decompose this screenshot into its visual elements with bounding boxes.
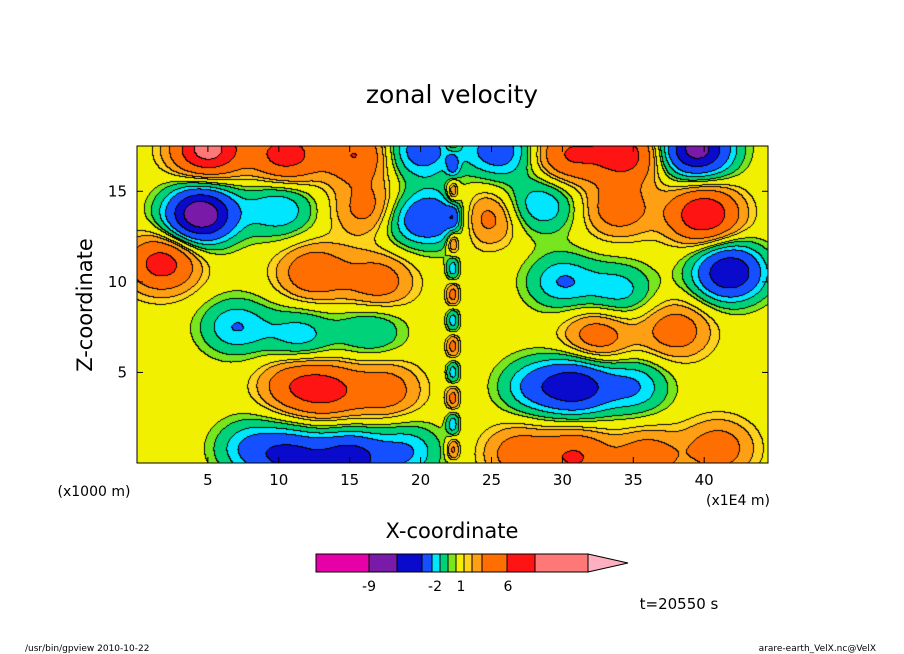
colorbar-tick-label: -9 bbox=[362, 579, 376, 595]
x-tick-label: 40 bbox=[695, 471, 714, 489]
file-label: arare-earth_VelX.nc@VelX bbox=[759, 644, 876, 654]
colorbar-tick-label: 6 bbox=[504, 579, 513, 595]
colorbar-segment bbox=[396, 553, 423, 573]
velocity-field bbox=[137, 146, 768, 463]
y-tick-label: 10 bbox=[108, 273, 127, 291]
y-tick-label: 5 bbox=[117, 363, 127, 381]
x-axis: 5 10 15 20 25 30 35 40 bbox=[203, 146, 714, 489]
x-tick-label: 15 bbox=[340, 471, 359, 489]
y-tick-label: 15 bbox=[108, 182, 127, 200]
program-label: /usr/bin/gpview 2010-10-22 bbox=[25, 644, 149, 654]
y-axis-label: Z-coordinate bbox=[73, 238, 97, 372]
colorbar-segment bbox=[506, 553, 536, 573]
colorbar-segment bbox=[471, 553, 483, 573]
colorbar: -9 -2 1 6 bbox=[315, 553, 629, 595]
colorbar-tick-label: -2 bbox=[428, 579, 442, 595]
x-unit-label: (x1E4 m) bbox=[706, 493, 770, 509]
colorbar-segment bbox=[421, 553, 433, 573]
chart-title: zonal velocity bbox=[366, 80, 538, 109]
colorbar-extend-arrow bbox=[587, 553, 629, 573]
plot-frame bbox=[136, 145, 769, 464]
colorbar-segment bbox=[455, 553, 465, 573]
y-axis: 5 10 15 bbox=[108, 182, 768, 381]
colorbar-segment bbox=[481, 553, 508, 573]
x-tick-label: 5 bbox=[203, 471, 213, 489]
y-unit-label: (x1000 m) bbox=[58, 484, 131, 500]
x-tick-label: 30 bbox=[553, 471, 572, 489]
plot-area bbox=[136, 145, 769, 464]
colorbar-segment bbox=[534, 553, 589, 573]
colorbar-segment bbox=[431, 553, 441, 573]
colorbar-segment bbox=[368, 553, 398, 573]
x-tick-label: 35 bbox=[624, 471, 643, 489]
x-axis-label: X-coordinate bbox=[386, 519, 519, 543]
x-tick-label: 25 bbox=[482, 471, 501, 489]
colorbar-tick-label: 1 bbox=[457, 579, 466, 595]
colorbar-segment bbox=[439, 553, 449, 573]
colorbar-segment bbox=[315, 553, 370, 573]
x-tick-label: 10 bbox=[269, 471, 288, 489]
time-label: t=20550 s bbox=[640, 595, 719, 613]
x-tick-label: 20 bbox=[411, 471, 430, 489]
colorbar-segment bbox=[447, 553, 457, 573]
colorbar-segment bbox=[463, 553, 473, 573]
